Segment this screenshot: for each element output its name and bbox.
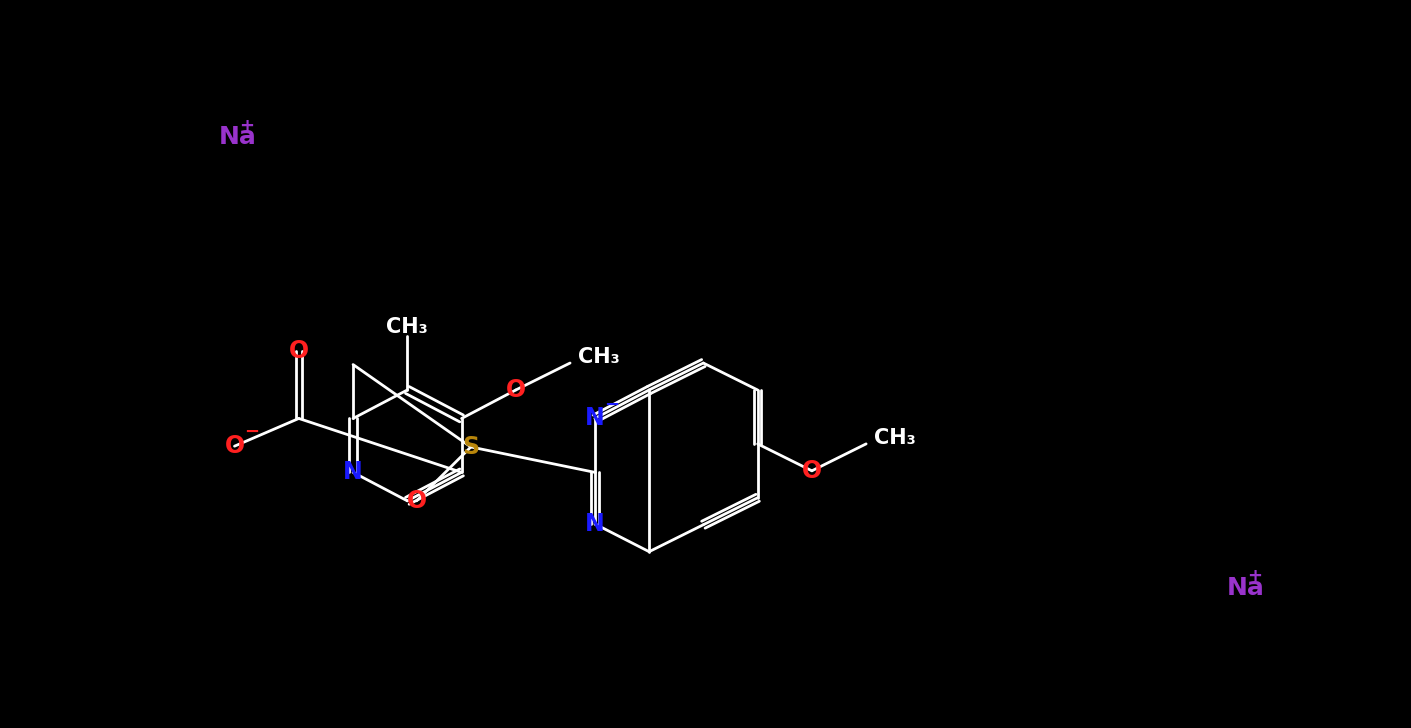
Text: O: O: [224, 434, 244, 458]
Text: CH₃: CH₃: [579, 347, 619, 367]
Text: −: −: [244, 423, 260, 441]
Text: O: O: [505, 378, 526, 402]
Text: +: +: [240, 117, 254, 135]
Text: N: N: [586, 406, 605, 430]
Text: +: +: [1247, 567, 1261, 585]
Text: CH₃: CH₃: [873, 428, 916, 448]
Text: CH₃: CH₃: [387, 317, 428, 337]
Text: Na: Na: [1226, 576, 1264, 600]
Text: −: −: [604, 395, 619, 414]
Text: S: S: [463, 435, 480, 459]
Text: N: N: [343, 460, 363, 484]
Text: N: N: [586, 512, 605, 536]
Text: O: O: [801, 459, 823, 483]
Text: O: O: [406, 488, 426, 513]
Text: O: O: [289, 339, 309, 363]
Text: Na: Na: [219, 125, 257, 149]
